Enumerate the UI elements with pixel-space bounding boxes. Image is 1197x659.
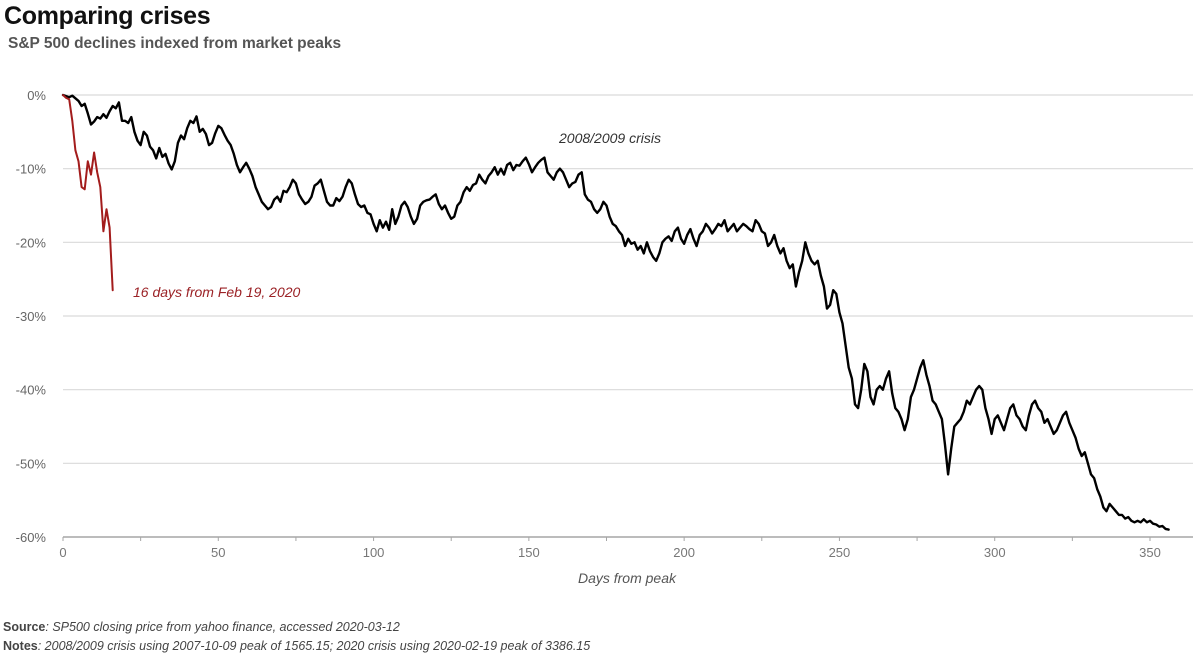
chart-subtitle: S&P 500 declines indexed from market pea… — [8, 35, 342, 52]
x-tick-label: 250 — [829, 545, 851, 560]
y-tick-label: -30% — [16, 309, 47, 324]
x-axis-label: Days from peak — [578, 570, 677, 586]
line-2020-crisis — [62, 94, 114, 292]
line-2008-2009-crisis — [61, 93, 1170, 531]
chart-title: Comparing crises — [4, 2, 211, 30]
y-tick-label: 0% — [27, 88, 46, 103]
x-axis: 0 50 100 150 200 250 300 350 — [59, 536, 1193, 560]
series-lines — [61, 93, 1170, 531]
x-tick-label: 150 — [518, 545, 540, 560]
notes-label: Notes — [3, 639, 38, 653]
y-tick-label: -20% — [16, 235, 47, 250]
annotation-2008-crisis: 2008/2009 crisis — [558, 130, 661, 146]
source-text: : SP500 closing price from yahoo finance… — [45, 620, 400, 634]
x-tick-label: 200 — [673, 545, 695, 560]
source-note: Source: SP500 closing price from yahoo f… — [3, 620, 400, 634]
x-tick-label: 300 — [984, 545, 1006, 560]
notes-text: : 2008/2009 crisis using 2007-10-09 peak… — [37, 639, 591, 653]
y-tick-label: -40% — [16, 383, 47, 398]
x-tick-label: 350 — [1139, 545, 1161, 560]
notes: Notes: 2008/2009 crisis using 2007-10-09… — [3, 639, 590, 653]
source-label: Source — [3, 620, 46, 634]
gridlines — [63, 94, 1193, 464]
x-tick-label: 100 — [363, 545, 385, 560]
y-tick-label: -50% — [16, 456, 47, 471]
annotation-2020-crisis: 16 days from Feb 19, 2020 — [133, 284, 301, 300]
y-tick-label: -10% — [16, 162, 47, 177]
x-tick-label: 50 — [211, 545, 225, 560]
x-tick-label: 0 — [59, 545, 66, 560]
y-axis-ticks: 0% -10% -20% -30% -40% -50% -60% — [16, 88, 47, 545]
y-tick-label: -60% — [16, 530, 47, 545]
